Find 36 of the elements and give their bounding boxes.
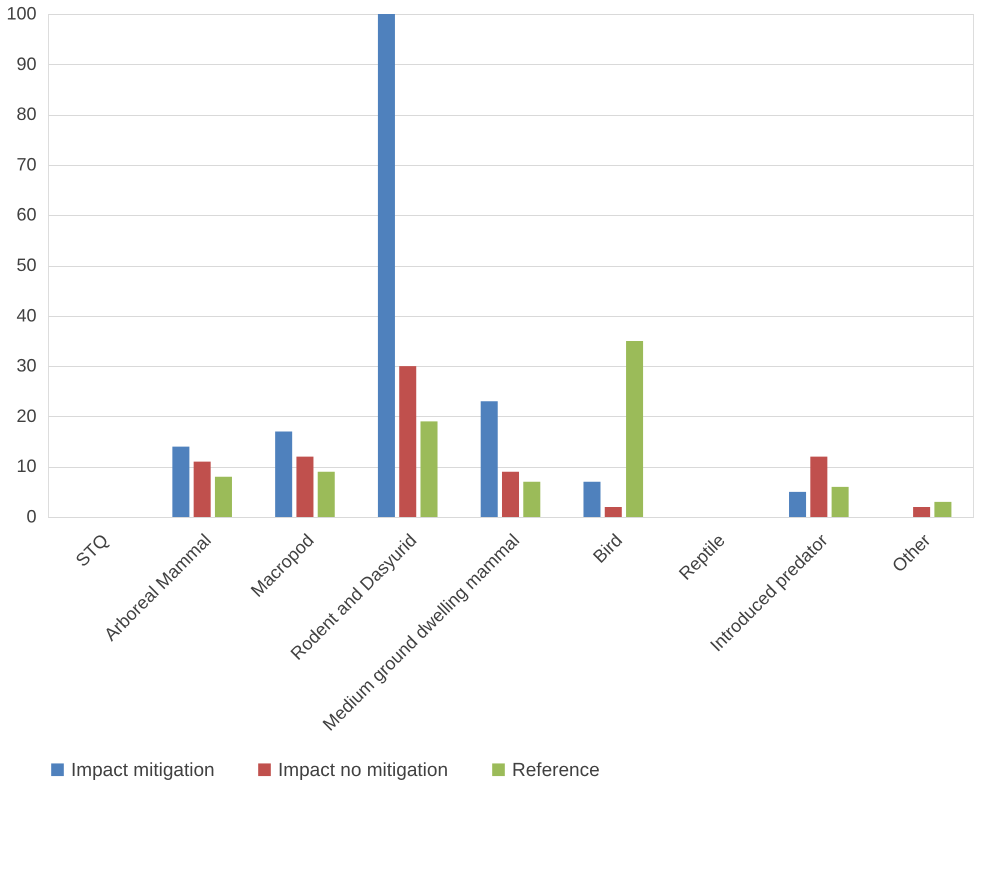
bar: [214, 476, 232, 517]
bar: [275, 431, 292, 517]
legend-label: Impact no mitigation: [278, 760, 448, 781]
y-tick-label: 60: [16, 204, 36, 225]
bar: [399, 366, 416, 517]
y-tick-label: 70: [16, 154, 36, 174]
y-tick-label: 20: [16, 406, 36, 426]
bar: [810, 456, 828, 517]
bar: [480, 401, 498, 517]
y-tick-label: 0: [26, 506, 36, 526]
bar: [318, 472, 335, 517]
bar: [420, 421, 438, 517]
bar: [523, 482, 540, 517]
bar: [832, 486, 849, 517]
bar: [934, 502, 952, 517]
x-tick-label: STQ: [72, 530, 112, 570]
y-tick-label: 80: [16, 104, 36, 124]
y-tick-label: 90: [16, 54, 36, 74]
legend-label: Impact mitigation: [71, 760, 215, 781]
y-tick-label: 30: [16, 356, 36, 376]
y-tick-label: 40: [16, 305, 36, 326]
y-tick-label: 100: [6, 4, 36, 24]
bar: [296, 456, 314, 517]
bar: [502, 472, 520, 517]
x-tick-label: Bird: [589, 530, 626, 567]
bar: [583, 482, 601, 517]
y-tick-label: 50: [16, 255, 36, 275]
bar: [789, 492, 806, 517]
bar: [626, 340, 644, 517]
bar: [913, 506, 930, 517]
bar: [604, 506, 622, 517]
y-tick-label: 10: [16, 456, 36, 476]
bar: [194, 462, 211, 517]
bar: [378, 14, 395, 517]
legend-label: Reference: [512, 760, 600, 781]
bar: [172, 446, 190, 517]
